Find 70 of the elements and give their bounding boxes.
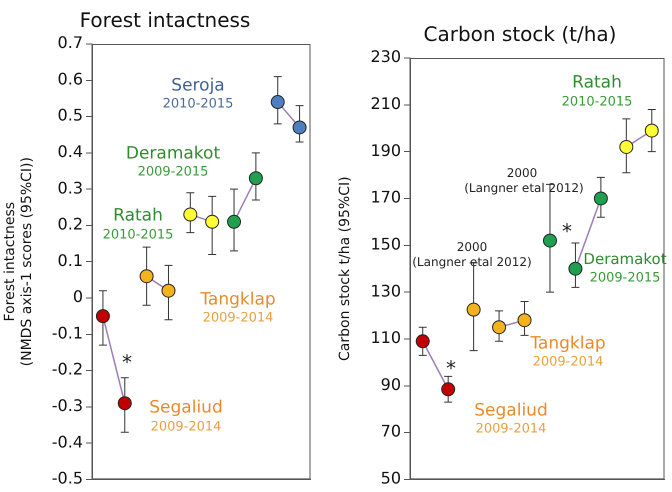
point — [161, 284, 176, 298]
point — [594, 191, 608, 206]
annotation: 2009-2014 — [202, 310, 274, 326]
annotation: 2000 — [506, 166, 538, 180]
point — [568, 262, 582, 276]
point — [248, 171, 263, 186]
annotation: * — [562, 219, 572, 244]
point — [416, 334, 430, 348]
annotation: Tangklap — [199, 289, 276, 310]
y-tick-label: 230 — [370, 47, 401, 66]
point — [292, 120, 307, 134]
annotation: 2000 — [456, 240, 488, 254]
y-tick-label: 170 — [370, 188, 401, 207]
annotation: 2009-2015 — [590, 270, 660, 286]
y-tick-label: 0.6 — [58, 69, 83, 88]
annotation: Seroja — [171, 75, 225, 96]
y-tick-label: 0.2 — [58, 214, 83, 234]
point — [518, 313, 532, 328]
y-axis-title: Carbon stock t/ha (95%CI) — [337, 176, 354, 361]
y-tick-label: 0.4 — [58, 142, 83, 162]
y-tick-label: 0.7 — [58, 33, 83, 52]
point — [542, 234, 557, 248]
chart-title: Carbon stock (t/ha) — [424, 22, 616, 46]
annotation: Ratah — [572, 72, 622, 92]
point — [96, 309, 110, 324]
y-tick-label: 110 — [370, 328, 401, 348]
annotation: * — [122, 350, 132, 374]
y-tick-label: 90 — [380, 374, 401, 394]
annotation: 2009-2014 — [150, 419, 222, 434]
annotation: 2009-2015 — [138, 164, 208, 180]
point — [619, 140, 634, 154]
annotation: Tangklap — [529, 333, 606, 354]
y-tick-label: 0.5 — [58, 106, 83, 125]
y-tick-label: -0.1 — [52, 323, 83, 342]
y-tick-label: -0.5 — [52, 468, 83, 488]
point — [205, 214, 220, 229]
annotation: 2010-2015 — [162, 96, 234, 112]
annotation: Ratah — [113, 205, 163, 226]
annotation: 2009-2014 — [476, 421, 546, 436]
y-tick-label: -0.2 — [52, 360, 83, 379]
annotation: * — [446, 356, 456, 380]
annotation: 2009-2014 — [532, 354, 604, 370]
annotation: 2010-2015 — [562, 94, 632, 110]
chart-title: Forest intactness — [80, 8, 250, 32]
point — [140, 269, 154, 284]
annotation: (Langner etal 2012) — [412, 255, 532, 270]
point — [644, 124, 659, 138]
point — [466, 302, 481, 317]
annotation: 2010-2015 — [102, 227, 174, 242]
point — [118, 396, 132, 410]
y-tick-label: 0.1 — [58, 250, 83, 270]
point — [183, 208, 198, 222]
annotation: Segaliud — [474, 400, 548, 420]
point — [227, 214, 242, 229]
point — [270, 95, 285, 110]
y-tick-label: 210 — [370, 94, 401, 113]
annotation: Segaliud — [149, 397, 223, 418]
y-tick-label: 190 — [370, 140, 401, 160]
y-tick-label: 0 — [72, 287, 83, 306]
annotation: Deramakot — [126, 143, 220, 164]
point — [492, 320, 506, 334]
y-tick-label: 50 — [380, 468, 401, 488]
y-tick-label: 130 — [370, 281, 401, 300]
y-tick-label: -0.3 — [52, 396, 83, 415]
point — [441, 382, 456, 396]
y-tick-label: 0.3 — [58, 178, 83, 198]
y-tick-label: 70 — [380, 422, 401, 441]
y-axis-title: Forest intactness (NMDS axis-1 scores (95%CI)) — [2, 157, 35, 366]
y-tick-label: -0.4 — [52, 432, 83, 452]
y-tick-label: 150 — [370, 234, 401, 254]
